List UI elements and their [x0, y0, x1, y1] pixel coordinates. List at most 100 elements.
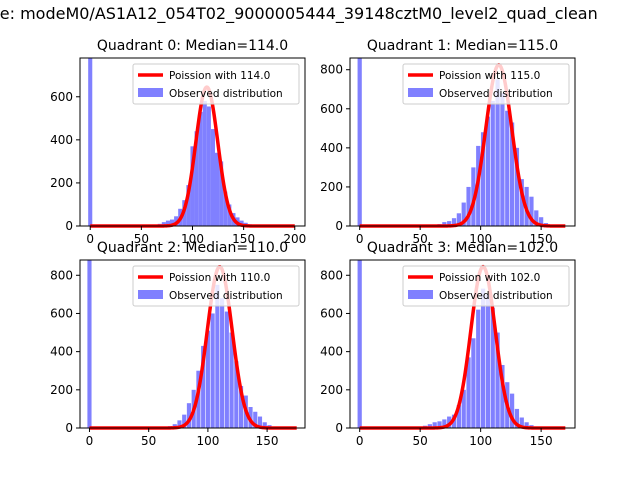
y-tick-label: 200 — [320, 383, 343, 397]
histogram-bar — [529, 196, 534, 226]
axes-frame — [79, 259, 306, 429]
histogram-bar — [210, 313, 215, 428]
x-tick-label: 100 — [196, 434, 219, 448]
legend-bar-swatch — [408, 290, 433, 299]
x-tick-label: 150 — [232, 232, 255, 246]
histogram-bar — [161, 222, 166, 226]
legend-box — [132, 265, 300, 307]
legend-entry-observed: Observed distribution — [439, 290, 553, 302]
quadrant-3-plot: Quadrant 3: Median=102.0 0 50 100 150 0 200 400… — [320, 240, 576, 448]
quadrant-1-plot: Quadrant 1: Median=115.0 0 50 100 150 0 200 400… — [320, 38, 576, 246]
histogram-bar — [87, 260, 92, 428]
axes-frame — [349, 57, 576, 227]
histogram-bar — [219, 161, 224, 226]
y-tick-label: 600 — [320, 306, 343, 320]
histogram-bar — [509, 122, 515, 226]
legend-entry-observed: Observed distribution — [169, 88, 283, 100]
histogram-bar — [227, 204, 232, 226]
histogram-bar — [500, 365, 505, 428]
histogram-bar — [186, 403, 192, 428]
x-tick-label: 0 — [86, 434, 94, 448]
quadrant-2-plot: Quadrant 2: Median=110.0 0 50 100 150 0 200 400… — [50, 240, 306, 448]
histogram-bar — [224, 311, 229, 428]
legend: Poission with 114.0 Observed distribution — [132, 63, 300, 105]
legend-entry-fit: Poission with 102.0 — [439, 272, 540, 284]
histogram-bar — [505, 110, 510, 226]
y-tick-label: 600 — [50, 306, 73, 320]
histogram-bar — [490, 307, 495, 428]
histogram-bar — [238, 386, 244, 428]
histogram-bar — [257, 416, 263, 428]
x-tick-label: 100 — [469, 434, 492, 448]
x-tick-label: 50 — [413, 434, 428, 448]
y-tick-label: 0 — [335, 421, 343, 435]
histogram-bar — [357, 260, 362, 428]
histogram-bar — [442, 419, 447, 428]
histogram-bar — [205, 330, 210, 428]
histogram-bar — [485, 294, 491, 428]
histogram-bar — [215, 284, 220, 428]
histogram-bar — [534, 210, 539, 226]
histogram-bar — [451, 218, 457, 226]
quadrant-3-title: Quadrant 3: Median=102.0 — [367, 240, 558, 256]
y-tick-label: 400 — [50, 345, 73, 359]
figure-suptitle: n file: modeM0/AS1A12_054T02_9000005444_… — [0, 4, 598, 23]
histogram-bar — [490, 100, 495, 226]
histogram-bar — [198, 111, 203, 226]
x-tick-label: 0 — [356, 434, 364, 448]
histogram-bar — [509, 393, 515, 428]
histogram-bar — [466, 357, 471, 428]
legend-entry-fit: Poission with 115.0 — [439, 70, 540, 82]
histogram-bar — [220, 298, 225, 428]
histogram-bar — [202, 101, 207, 226]
quadrant-1-title: Quadrant 1: Median=115.0 — [367, 38, 558, 54]
histogram-bar — [253, 411, 258, 428]
histogram-bar — [456, 405, 461, 428]
histogram-bar — [539, 217, 544, 226]
histogram-bar — [239, 220, 244, 226]
histogram-bar — [495, 79, 500, 226]
legend-bar-swatch — [138, 88, 163, 97]
y-tick-label: 800 — [320, 63, 343, 77]
quadrant-0-plot: Quadrant 0: Median=114.0 0 50 100 150 200 0 200… — [50, 38, 306, 246]
x-tick-label: 150 — [256, 434, 279, 448]
histogram-bar — [485, 116, 491, 226]
legend-bar-swatch — [408, 88, 433, 97]
histogram-bar — [480, 288, 486, 428]
legend-entry-observed: Observed distribution — [169, 290, 283, 302]
y-tick-label: 400 — [320, 345, 343, 359]
y-tick-label: 600 — [50, 90, 73, 104]
axes-frame — [349, 259, 576, 429]
x-tick-label: 50 — [141, 434, 156, 448]
histogram-bar — [262, 422, 267, 428]
y-tick-label: 800 — [320, 268, 343, 282]
histogram-bar — [186, 185, 191, 226]
y-tick-label: 600 — [320, 102, 343, 116]
histogram-bar — [466, 186, 471, 226]
y-tick-label: 400 — [50, 133, 73, 147]
quadrant-2-title: Quadrant 2: Median=110.0 — [97, 240, 288, 256]
legend-box — [402, 265, 570, 307]
histogram-bar — [519, 417, 524, 428]
histogram-bar — [524, 422, 529, 428]
histogram-bar — [88, 58, 93, 226]
histogram-bar — [210, 129, 215, 226]
histogram-bar — [427, 424, 432, 428]
histogram-bar — [165, 220, 170, 226]
y-tick-label: 400 — [320, 141, 343, 155]
histogram-bar — [432, 422, 437, 428]
x-tick-label: 50 — [413, 232, 428, 246]
histogram-bar — [480, 132, 486, 226]
histogram-bar — [357, 58, 362, 226]
histogram-bar — [461, 202, 466, 226]
quadrant-0-title: Quadrant 0: Median=114.0 — [97, 38, 288, 54]
legend-entry-fit: Poission with 110.0 — [169, 272, 270, 284]
y-tick-label: 800 — [50, 268, 73, 282]
histogram-bar — [170, 219, 175, 226]
histogram-bar — [215, 152, 220, 226]
legend-box — [402, 63, 570, 105]
histogram-bar — [471, 338, 476, 428]
y-tick-label: 200 — [320, 180, 343, 194]
histogram-bar — [461, 389, 466, 428]
